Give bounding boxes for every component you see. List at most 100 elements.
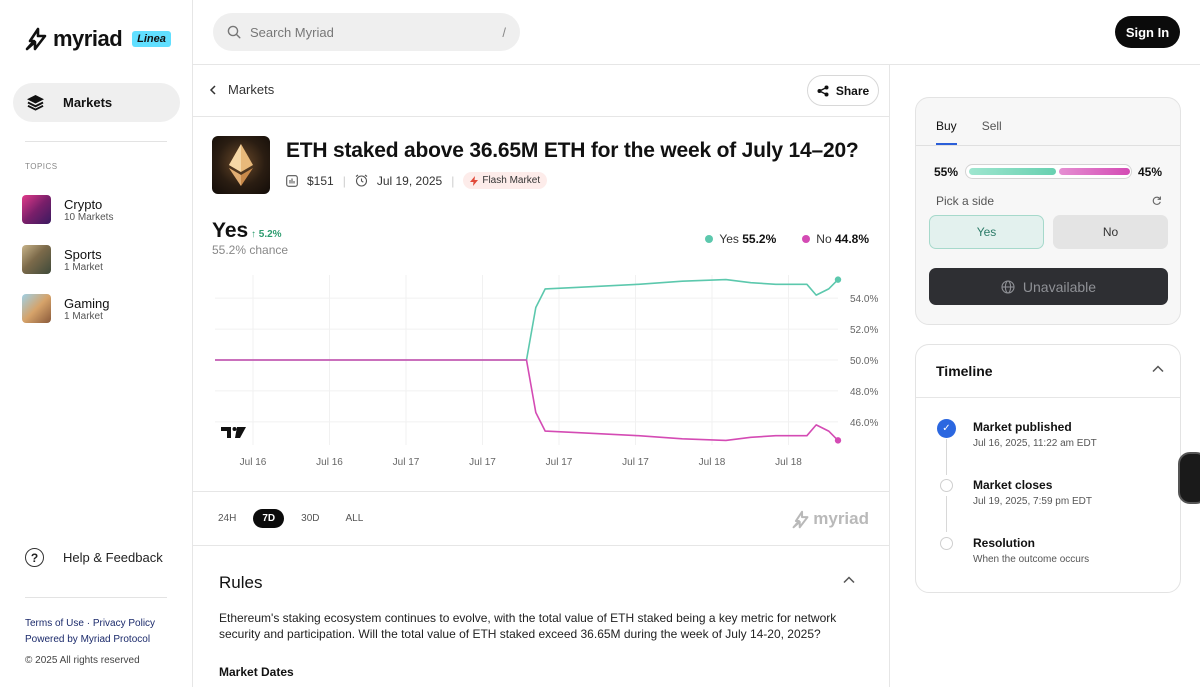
divider [916,397,1180,398]
chevron-up-icon[interactable] [1152,365,1164,373]
brand-logo[interactable]: myriad Linea [25,26,171,52]
yes-button[interactable]: Yes [929,215,1044,249]
range-all[interactable]: ALL [345,513,364,524]
search-shortcut-hint: / [502,24,506,40]
unavailable-button[interactable]: Unavailable [929,268,1168,305]
timeline-item-date: Jul 16, 2025, 11:22 am EDT [973,438,1097,449]
unavailable-label: Unavailable [1022,278,1097,295]
price-chart[interactable]: 54.0% 52.0% 50.0% 48.0% 46.0% Jul 16 Jul 16 Jul… [193,265,890,475]
legend-dot [705,235,714,243]
market-meta: $151 | Jul 19, 2025 | Flash Market [286,172,548,189]
meta-separator: | [342,173,346,188]
help-feedback-link[interactable]: ? Help & Feedback [25,548,163,567]
legend-yes: Yes 55.2% [705,232,776,246]
sidebar-item-markets[interactable]: Markets [13,83,180,122]
y-tick-label: 50.0% [850,356,878,367]
topic-count: 1 Market [64,310,103,322]
legend-dot [802,235,811,243]
terms-link[interactable]: Terms of Use [25,618,84,629]
breadcrumb-label: Markets [228,82,275,97]
topic-count: 1 Market [64,261,103,273]
pick-side-label: Pick a side [936,194,995,208]
timeline-heading: Timeline [936,363,993,379]
timeline-panel: Timeline ✓ Market published Jul 16, 2025… [915,344,1181,593]
range-24h[interactable]: 24H [218,513,237,524]
outcome-change-value: 5.2% [258,229,282,240]
chevron-up-icon[interactable] [843,576,855,584]
x-tick-label: Jul 17 [469,457,496,468]
sign-in-button[interactable]: Sign In [1115,16,1180,48]
floating-widget[interactable] [1178,452,1200,504]
flash-label: Flash Market [482,175,541,186]
check-icon: ✓ [937,419,956,438]
x-tick-label: Jul 18 [699,457,726,468]
share-button[interactable]: Share [807,75,879,106]
y-tick-label: 48.0% [850,387,878,398]
top-bar: / Sign In [193,0,1200,65]
x-tick-label: Jul 17 [546,457,573,468]
help-icon: ? [25,548,44,567]
divider [25,141,167,142]
myriad-logo-icon [792,510,809,528]
arrow-up-icon: ↑ [251,229,256,240]
tab-buy[interactable]: Buy [936,119,957,133]
volume-icon [286,174,298,187]
myriad-logo-icon [25,27,47,51]
series-endpoint-no [834,437,842,444]
legend-no: No 44.8% [802,232,869,246]
search-input[interactable] [250,24,494,40]
no-button[interactable]: No [1053,215,1168,249]
alarm-clock-icon [355,174,368,187]
timeline-item-date: When the outcome occurs [973,554,1090,565]
topic-name: Gaming [64,295,110,311]
divider [193,545,890,546]
outcome-change: ↑ 5.2% [251,229,282,240]
x-tick-label: Jul 16 [316,457,343,468]
powered-by-link[interactable]: Powered by Myriad Protocol [25,634,151,645]
sidebar-item-label: Markets [63,95,113,110]
search-box[interactable]: / [213,13,520,51]
topic-name: Sports [64,246,102,262]
topic-thumbnail [22,294,51,323]
refresh-icon[interactable] [1151,195,1162,206]
topic-thumbnail [22,245,51,274]
share-label: Share [835,83,870,98]
layers-icon [27,94,44,111]
pending-dot-icon [940,479,953,492]
myriad-watermark: myriad [792,509,869,529]
back-to-markets-link[interactable]: Markets [209,82,274,97]
legend-no-label: No [816,232,832,246]
odds-bar-no [1059,168,1130,175]
outcome-chance: 55.2% chance [212,243,289,257]
legend-yes-label: Yes [719,232,739,246]
flash-market-badge: Flash Market [463,172,548,189]
topic-count: 10 Markets [64,211,114,223]
x-tick-label: Jul 18 [775,457,802,468]
topic-crypto[interactable]: Crypto 10 Markets [22,195,113,224]
topic-sports[interactable]: Sports 1 Market [22,245,103,274]
odds-bar [965,164,1132,179]
sidebar: myriad Linea Markets TOPICS Crypto 10 Ma… [0,0,193,687]
range-7d[interactable]: 7D [253,509,285,528]
meta-separator: | [451,173,455,188]
no-percentage: 45% [1137,165,1162,179]
range-30d[interactable]: 30D [301,513,320,524]
timeline-item-title: Market closes [973,478,1053,492]
tab-sell[interactable]: Sell [981,119,1002,133]
trade-panel: Buy Sell 55% 45% Pick a side Yes No Unav… [915,97,1181,325]
trade-tabs: Buy Sell [936,119,1002,133]
topic-gaming[interactable]: Gaming 1 Market [22,294,110,323]
chevron-left-icon [209,84,216,95]
privacy-link[interactable]: Privacy Policy [92,618,156,629]
market-image [212,136,270,194]
topic-thumbnail [22,195,51,224]
yes-percentage: 55% [934,165,959,179]
market-end-date: Jul 19, 2025 [376,173,443,188]
timeline-connector [946,439,947,475]
market-title: ETH staked above 36.65M ETH for the week… [286,139,859,162]
tradingview-logo-icon [221,427,246,438]
brand-name: myriad [53,26,123,51]
linea-badge: Linea [132,31,171,47]
divider [916,145,1180,146]
lightning-icon [470,175,479,186]
